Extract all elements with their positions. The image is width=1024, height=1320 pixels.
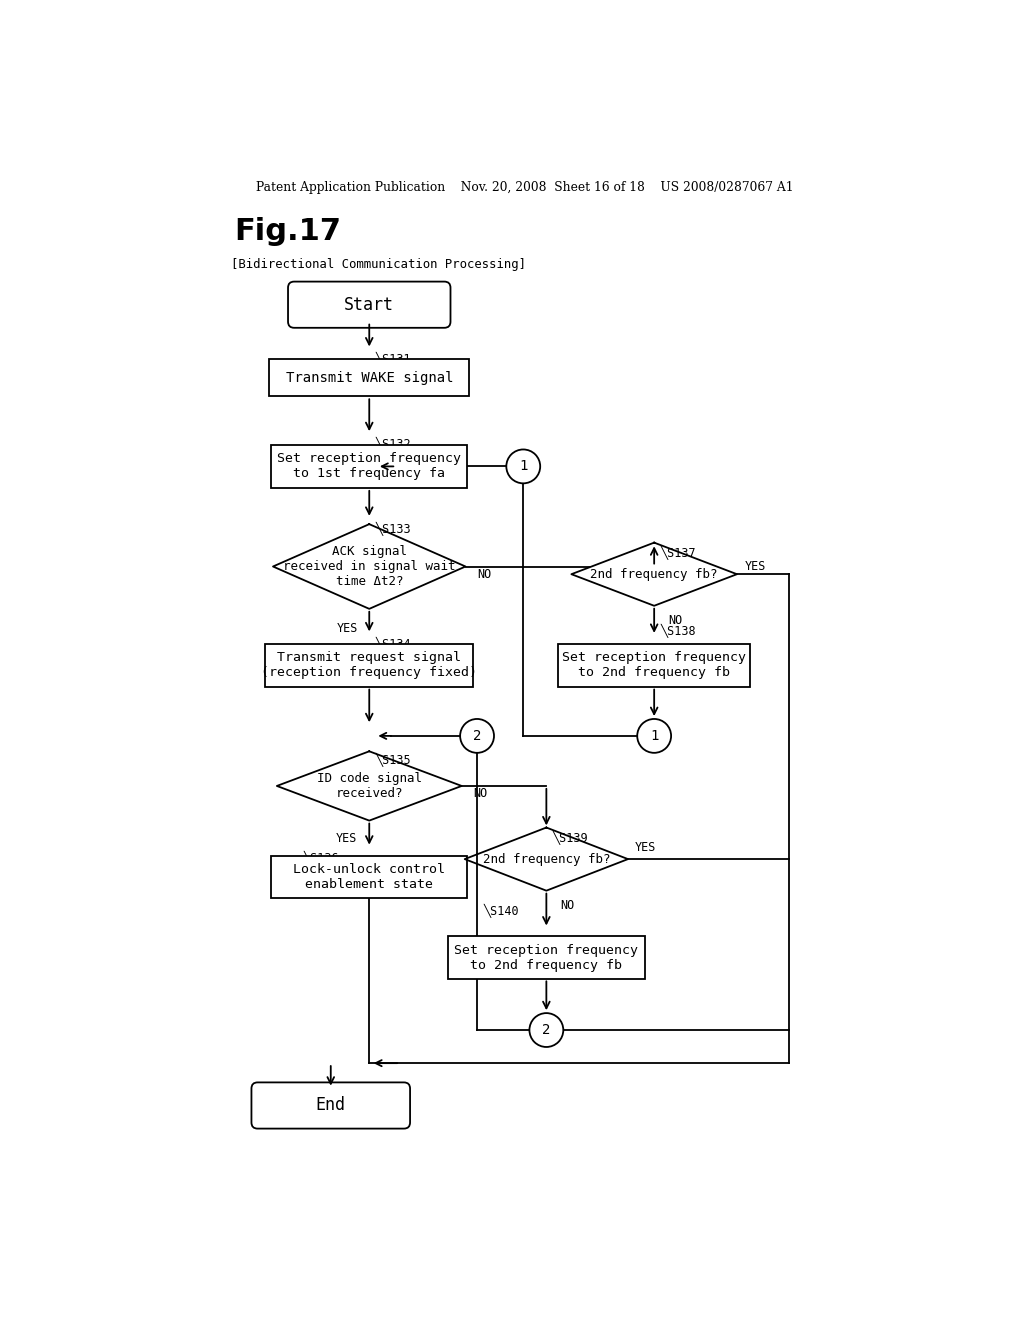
Text: End: End [315,1097,346,1114]
Text: YES: YES [635,841,656,854]
Circle shape [460,719,494,752]
Bar [271,855,467,898]
Text: [Bidirectional Communication Processing]: [Bidirectional Communication Processing] [230,259,525,271]
Polygon shape [276,751,462,821]
Text: 2: 2 [473,729,481,743]
Polygon shape [571,543,737,606]
Text: ╲S132: ╲S132 [376,437,411,451]
Circle shape [506,449,541,483]
Text: Lock-unlock control
enablement state: Lock-unlock control enablement state [293,863,445,891]
Polygon shape [465,828,628,891]
Text: ID code signal
received?: ID code signal received? [316,772,422,800]
Polygon shape [273,524,466,609]
Text: ╲S131: ╲S131 [376,352,411,367]
FancyBboxPatch shape [252,1082,410,1129]
Text: Set reception frequency
to 1st frequency fa: Set reception frequency to 1st frequency… [278,453,461,480]
Text: ╲S133: ╲S133 [376,521,411,536]
Text: 1: 1 [650,729,658,743]
Text: NO: NO [560,899,574,912]
Bar [269,359,469,396]
Circle shape [637,719,671,752]
FancyBboxPatch shape [288,281,451,327]
Bar [271,445,467,488]
Text: NO: NO [477,568,492,581]
Text: 2: 2 [542,1023,551,1038]
Text: YES: YES [336,832,356,845]
Text: 1: 1 [519,459,527,474]
Text: ╲S138: ╲S138 [660,624,696,639]
Text: NO: NO [668,614,682,627]
Text: Set reception frequency
to 2nd frequency fb: Set reception frequency to 2nd frequency… [455,944,638,972]
Text: Start: Start [344,296,394,314]
Text: Transmit WAKE signal: Transmit WAKE signal [286,371,453,385]
Text: ╲S139: ╲S139 [553,830,588,845]
Text: Fig.17: Fig.17 [234,216,342,246]
Text: ╲S134: ╲S134 [376,638,411,651]
Text: YES: YES [337,622,358,635]
Text: 2nd frequency fb?: 2nd frequency fb? [482,853,610,866]
Text: ╲S136: ╲S136 [304,850,339,865]
Text: NO: NO [473,787,487,800]
Text: YES: YES [745,560,766,573]
Text: 2nd frequency fb?: 2nd frequency fb? [591,568,718,581]
Circle shape [529,1014,563,1047]
Text: ╲S135: ╲S135 [376,752,411,767]
Bar [558,644,751,686]
Text: ACK signal
received in signal wait
time Δt2?: ACK signal received in signal wait time … [283,545,456,587]
Text: ╲S137: ╲S137 [660,546,696,561]
Text: Transmit request signal
(reception frequency fixed): Transmit request signal (reception frequ… [261,651,477,678]
Bar [449,936,644,979]
Text: ╲S140: ╲S140 [483,904,519,917]
Text: Patent Application Publication    Nov. 20, 2008  Sheet 16 of 18    US 2008/02870: Patent Application Publication Nov. 20, … [256,181,794,194]
Bar [265,644,473,686]
Text: Set reception frequency
to 2nd frequency fb: Set reception frequency to 2nd frequency… [562,651,746,678]
